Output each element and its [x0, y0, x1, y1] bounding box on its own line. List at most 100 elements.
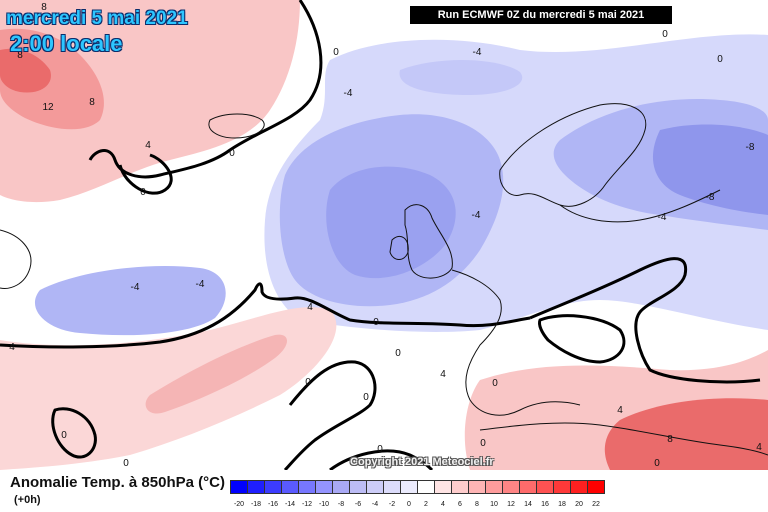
contour-label: 8 [89, 97, 95, 108]
parameter-label: Anomalie Temp. à 850hPa (°C) [10, 474, 225, 491]
color-scale-swatch [298, 480, 316, 494]
warm-anomaly-core-east-med [604, 398, 768, 470]
temperature-anomaly-map: 8 8 12 8 4 0 0 0 -4 -4 -4 -4 -4 -8 -8 -4… [0, 0, 768, 470]
zero-contour-atlantic-west [0, 282, 531, 349]
contour-label: -4 [472, 210, 481, 221]
model-run-label: Run ECMWF 0Z du mercredi 5 mai 2021 [410, 6, 672, 24]
contour-label: -8 [746, 142, 755, 153]
color-scale-tick-label: 8 [475, 501, 479, 508]
coastline-newfoundland [0, 229, 32, 289]
coastline-europe-west [451, 269, 581, 416]
color-scale-swatch [587, 480, 605, 494]
contour-label: 0 [140, 187, 146, 198]
color-scale-swatch [281, 480, 299, 494]
contour-label: 0 [654, 458, 660, 469]
color-scale-tick-label: 2 [424, 501, 428, 508]
zero-contour-italy [538, 314, 626, 364]
color-scale-tick-label: 20 [575, 501, 583, 508]
color-scale-swatch [230, 480, 248, 494]
color-scale-swatch [553, 480, 571, 494]
color-scale-tick-label: 10 [490, 501, 498, 508]
coastline-ireland [389, 236, 409, 260]
color-scale-tick-label: -12 [301, 501, 313, 508]
contour-label: 0 [363, 392, 369, 403]
contour-label: 0 [717, 54, 723, 65]
color-scale-tick-label: 22 [592, 501, 600, 508]
color-scale-swatch [485, 480, 503, 494]
color-scale-tick-label: 12 [507, 501, 515, 508]
contour-label: -4 [196, 279, 205, 290]
contour-label: -4 [131, 282, 140, 293]
cold-anomaly-core-atlantic [326, 166, 456, 279]
color-scale-tick-label: -16 [267, 501, 279, 508]
color-scale-tick-label: -14 [284, 501, 296, 508]
color-scale-swatch [315, 480, 333, 494]
color-scale-tick-label: -18 [250, 501, 262, 508]
color-scale-swatch [451, 480, 469, 494]
color-scale-swatch [366, 480, 384, 494]
contour-label: -4 [473, 47, 482, 58]
color-scale-swatch [502, 480, 520, 494]
color-scale-swatch [570, 480, 588, 494]
cold-anomaly-core-russia [652, 124, 768, 215]
color-scale-tick-label: 18 [558, 501, 566, 508]
coastline-iceland [208, 113, 265, 139]
zero-contour-africa [329, 449, 434, 470]
color-scale-tick-label: -20 [233, 501, 245, 508]
zero-contour-loop-greenland-south [118, 153, 173, 195]
contour-label: 0 [377, 444, 383, 455]
color-scale-swatch [247, 480, 265, 494]
color-scale-swatch [400, 480, 418, 494]
color-scale-tick-label: 16 [541, 501, 549, 508]
color-scale-tick-label: 4 [441, 501, 445, 508]
contour-label: 0 [395, 348, 401, 359]
contour-label: -8 [706, 192, 715, 203]
color-scale-swatch [383, 480, 401, 494]
forecast-date-label: mercredi 5 mai 2021 [6, 8, 188, 29]
contour-label: 0 [61, 430, 67, 441]
contour-label: 4 [307, 302, 313, 313]
cold-anomaly-region-north-sea-top [399, 60, 523, 95]
color-scale-swatch [349, 480, 367, 494]
contour-label: 8 [667, 434, 673, 445]
contour-label: -4 [658, 212, 667, 223]
color-scale-swatch [264, 480, 282, 494]
contour-label: 0 [373, 317, 379, 328]
warm-anomaly-peak-greenland [0, 48, 51, 93]
color-scale-tick-label: -10 [318, 501, 330, 508]
contour-label: 4 [145, 140, 151, 151]
color-scale-swatch [332, 480, 350, 494]
color-scale-tick-label: 0 [407, 501, 411, 508]
color-scale-ticks: -20 -18 -16 -14 -12 -10 -8 -6 -4 -2 0 2 4 6 8 10 12 14 16 1… [230, 501, 600, 511]
color-scale-swatch [417, 480, 435, 494]
contour-label: 4 [617, 405, 623, 416]
contour-label: 4 [9, 342, 15, 353]
color-scale-swatch [468, 480, 486, 494]
contour-label: -4 [344, 88, 353, 99]
copyright-label: Copyright 2021 Meteociel.fr [350, 456, 494, 468]
contour-label: 8 [17, 50, 23, 61]
contour-label: 0 [229, 148, 235, 159]
zero-contour-greenland [88, 0, 323, 179]
coastline-scandinavia [499, 103, 647, 207]
color-scale-tick-label: -6 [354, 501, 362, 508]
contour-label: 12 [42, 102, 54, 113]
coastline-mediterranean [479, 422, 768, 456]
color-scale-tick-label: -4 [371, 501, 379, 508]
color-scale-tick-label: -2 [388, 501, 396, 508]
color-scale-tick-label: 14 [524, 501, 532, 508]
zero-contour-europe-south [529, 257, 761, 384]
lead-time-label: (+0h) [14, 494, 41, 506]
contour-label: 0 [305, 377, 311, 388]
color-scale-swatch [536, 480, 554, 494]
contour-label: 0 [123, 458, 129, 469]
color-scale-swatch [434, 480, 452, 494]
zero-contour-iberia [283, 360, 377, 470]
forecast-time-label: 2:00 locale [10, 31, 123, 56]
contour-label: 8 [41, 2, 47, 13]
cold-anomaly-region-west-atlantic [34, 266, 226, 336]
coastline-baltic [559, 189, 721, 223]
zero-contour-azores [51, 407, 97, 459]
color-scale-swatch [519, 480, 537, 494]
contour-label: 0 [333, 47, 339, 58]
